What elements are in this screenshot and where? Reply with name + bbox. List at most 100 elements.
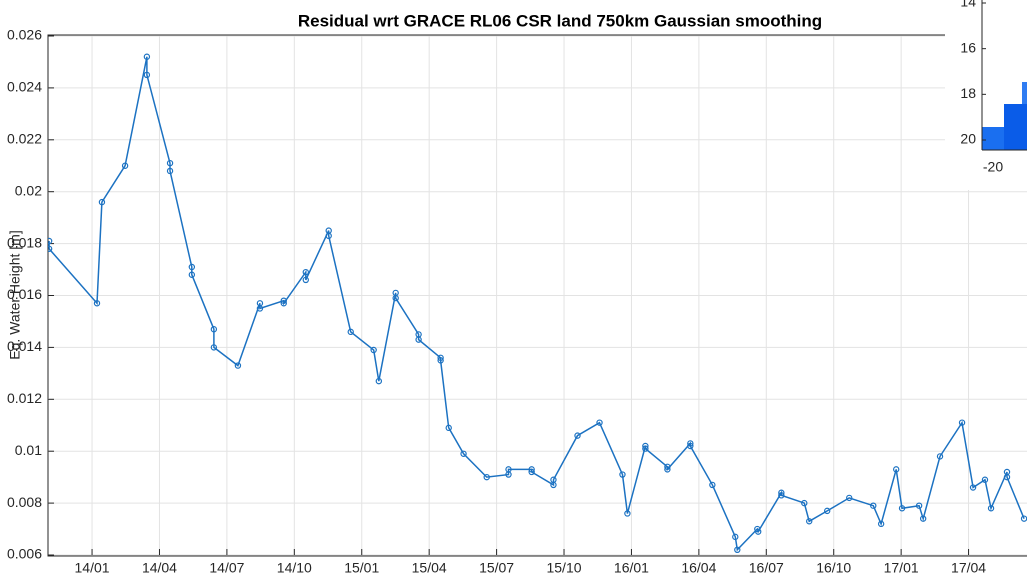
data-point: [347, 328, 354, 336]
y-tick-label: 0.014: [7, 338, 42, 354]
data-point: [823, 507, 831, 515]
y-tick-label: 0.008: [7, 494, 42, 510]
data-point: [528, 468, 535, 476]
data-point: [143, 71, 151, 79]
data-point: [642, 442, 649, 450]
x-tick-label: 15/07: [479, 560, 514, 576]
data-point: [664, 463, 671, 470]
y-tick-label: 0.01: [15, 442, 42, 458]
inset-cell: [1022, 82, 1027, 104]
data-point: [915, 502, 923, 509]
data-point: [415, 336, 422, 343]
inset-y-tick-label: 16: [960, 39, 976, 55]
data-point: [619, 471, 626, 478]
data-point: [624, 510, 631, 517]
data-point: [437, 357, 444, 364]
data-point: [188, 263, 196, 271]
data-point: [210, 326, 218, 333]
data-point: [1003, 473, 1011, 481]
data-point: [877, 520, 885, 528]
data-point: [143, 53, 151, 60]
data-point: [210, 344, 218, 351]
data-point: [98, 198, 106, 206]
data-point: [596, 419, 603, 426]
data-point: [755, 528, 762, 535]
data-point: [936, 453, 944, 460]
data-point: [234, 362, 242, 369]
data-point: [528, 466, 535, 473]
data-point: [687, 442, 694, 450]
data-point: [806, 518, 813, 525]
y-tick-label: 0.026: [7, 27, 42, 43]
y-tick-label: 0.012: [7, 390, 42, 406]
data-point: [280, 300, 287, 307]
chart-title: Residual wrt GRACE RL06 CSR land 750km G…: [298, 11, 822, 30]
data-point: [892, 466, 900, 473]
data-point: [370, 346, 377, 354]
data-point: [48, 245, 53, 252]
y-tick-label: 0.022: [7, 131, 42, 147]
data-point: [987, 505, 995, 512]
data-point: [437, 354, 444, 361]
x-tick-label: 17/04: [951, 560, 986, 576]
data-point: [445, 424, 452, 432]
data-point: [256, 305, 264, 312]
data-point: [392, 294, 399, 302]
y-tick-label: 0.018: [7, 234, 42, 250]
y-tick-label: 0.02: [15, 182, 42, 198]
data-point: [846, 494, 853, 502]
data-point: [375, 377, 383, 385]
data-point: [664, 466, 671, 473]
data-point: [188, 271, 196, 278]
x-tick-label: 15/04: [412, 560, 447, 576]
x-tick-label: 16/07: [749, 560, 784, 576]
inset-cell: [982, 127, 1004, 150]
data-point: [48, 237, 53, 245]
inset-x-tick-label: -20: [983, 159, 1003, 175]
data-point: [709, 481, 716, 489]
inset-background: [945, 0, 1027, 190]
x-tick-label: 14/01: [75, 560, 110, 576]
data-point: [801, 499, 808, 507]
x-tick-label: 14/10: [277, 560, 312, 576]
data-point: [778, 492, 785, 499]
data-point: [325, 232, 332, 240]
series: [48, 53, 1027, 554]
data-point: [969, 484, 977, 491]
data-point: [574, 432, 581, 439]
data-point: [550, 476, 557, 483]
data-point: [898, 505, 906, 512]
inset-y-tick-label: 20: [960, 131, 976, 147]
data-point: [505, 466, 512, 473]
y-axis-label: Eq. Water Height [m]: [7, 230, 23, 359]
data-point: [981, 476, 989, 483]
x-tick-label: 17/01: [884, 560, 919, 576]
inset-y-tick-label: 14: [960, 0, 976, 10]
y-tick-label: 0.006: [7, 546, 42, 562]
data-point: [483, 473, 490, 481]
data-point: [302, 276, 309, 284]
data-point: [870, 502, 877, 509]
x-tick-label: 16/01: [614, 560, 649, 576]
data-point: [302, 268, 309, 276]
data-point: [732, 533, 739, 541]
data-point: [778, 489, 785, 496]
data-point: [93, 300, 101, 307]
x-tick-label: 15/01: [344, 560, 379, 576]
x-tick-label: 14/04: [142, 560, 177, 576]
x-tick-label: 16/10: [816, 560, 851, 576]
data-point: [958, 419, 966, 426]
data-point: [280, 297, 287, 304]
x-tick-label: 14/07: [209, 560, 244, 576]
inset: 14 16 18 20 -20: [945, 0, 1027, 190]
data-point: [642, 445, 649, 452]
grid: 0.006 0.008 0.01 0.012 0.014 0.016 0.018 0.02 0.…: [7, 27, 1027, 576]
data-point: [121, 162, 129, 169]
data-point: [734, 546, 741, 554]
data-point: [687, 440, 694, 447]
data-point: [460, 450, 467, 457]
inset-y-tick-label: 18: [960, 85, 976, 101]
y-tick-label: 0.024: [7, 79, 42, 95]
data-point: [166, 159, 174, 167]
